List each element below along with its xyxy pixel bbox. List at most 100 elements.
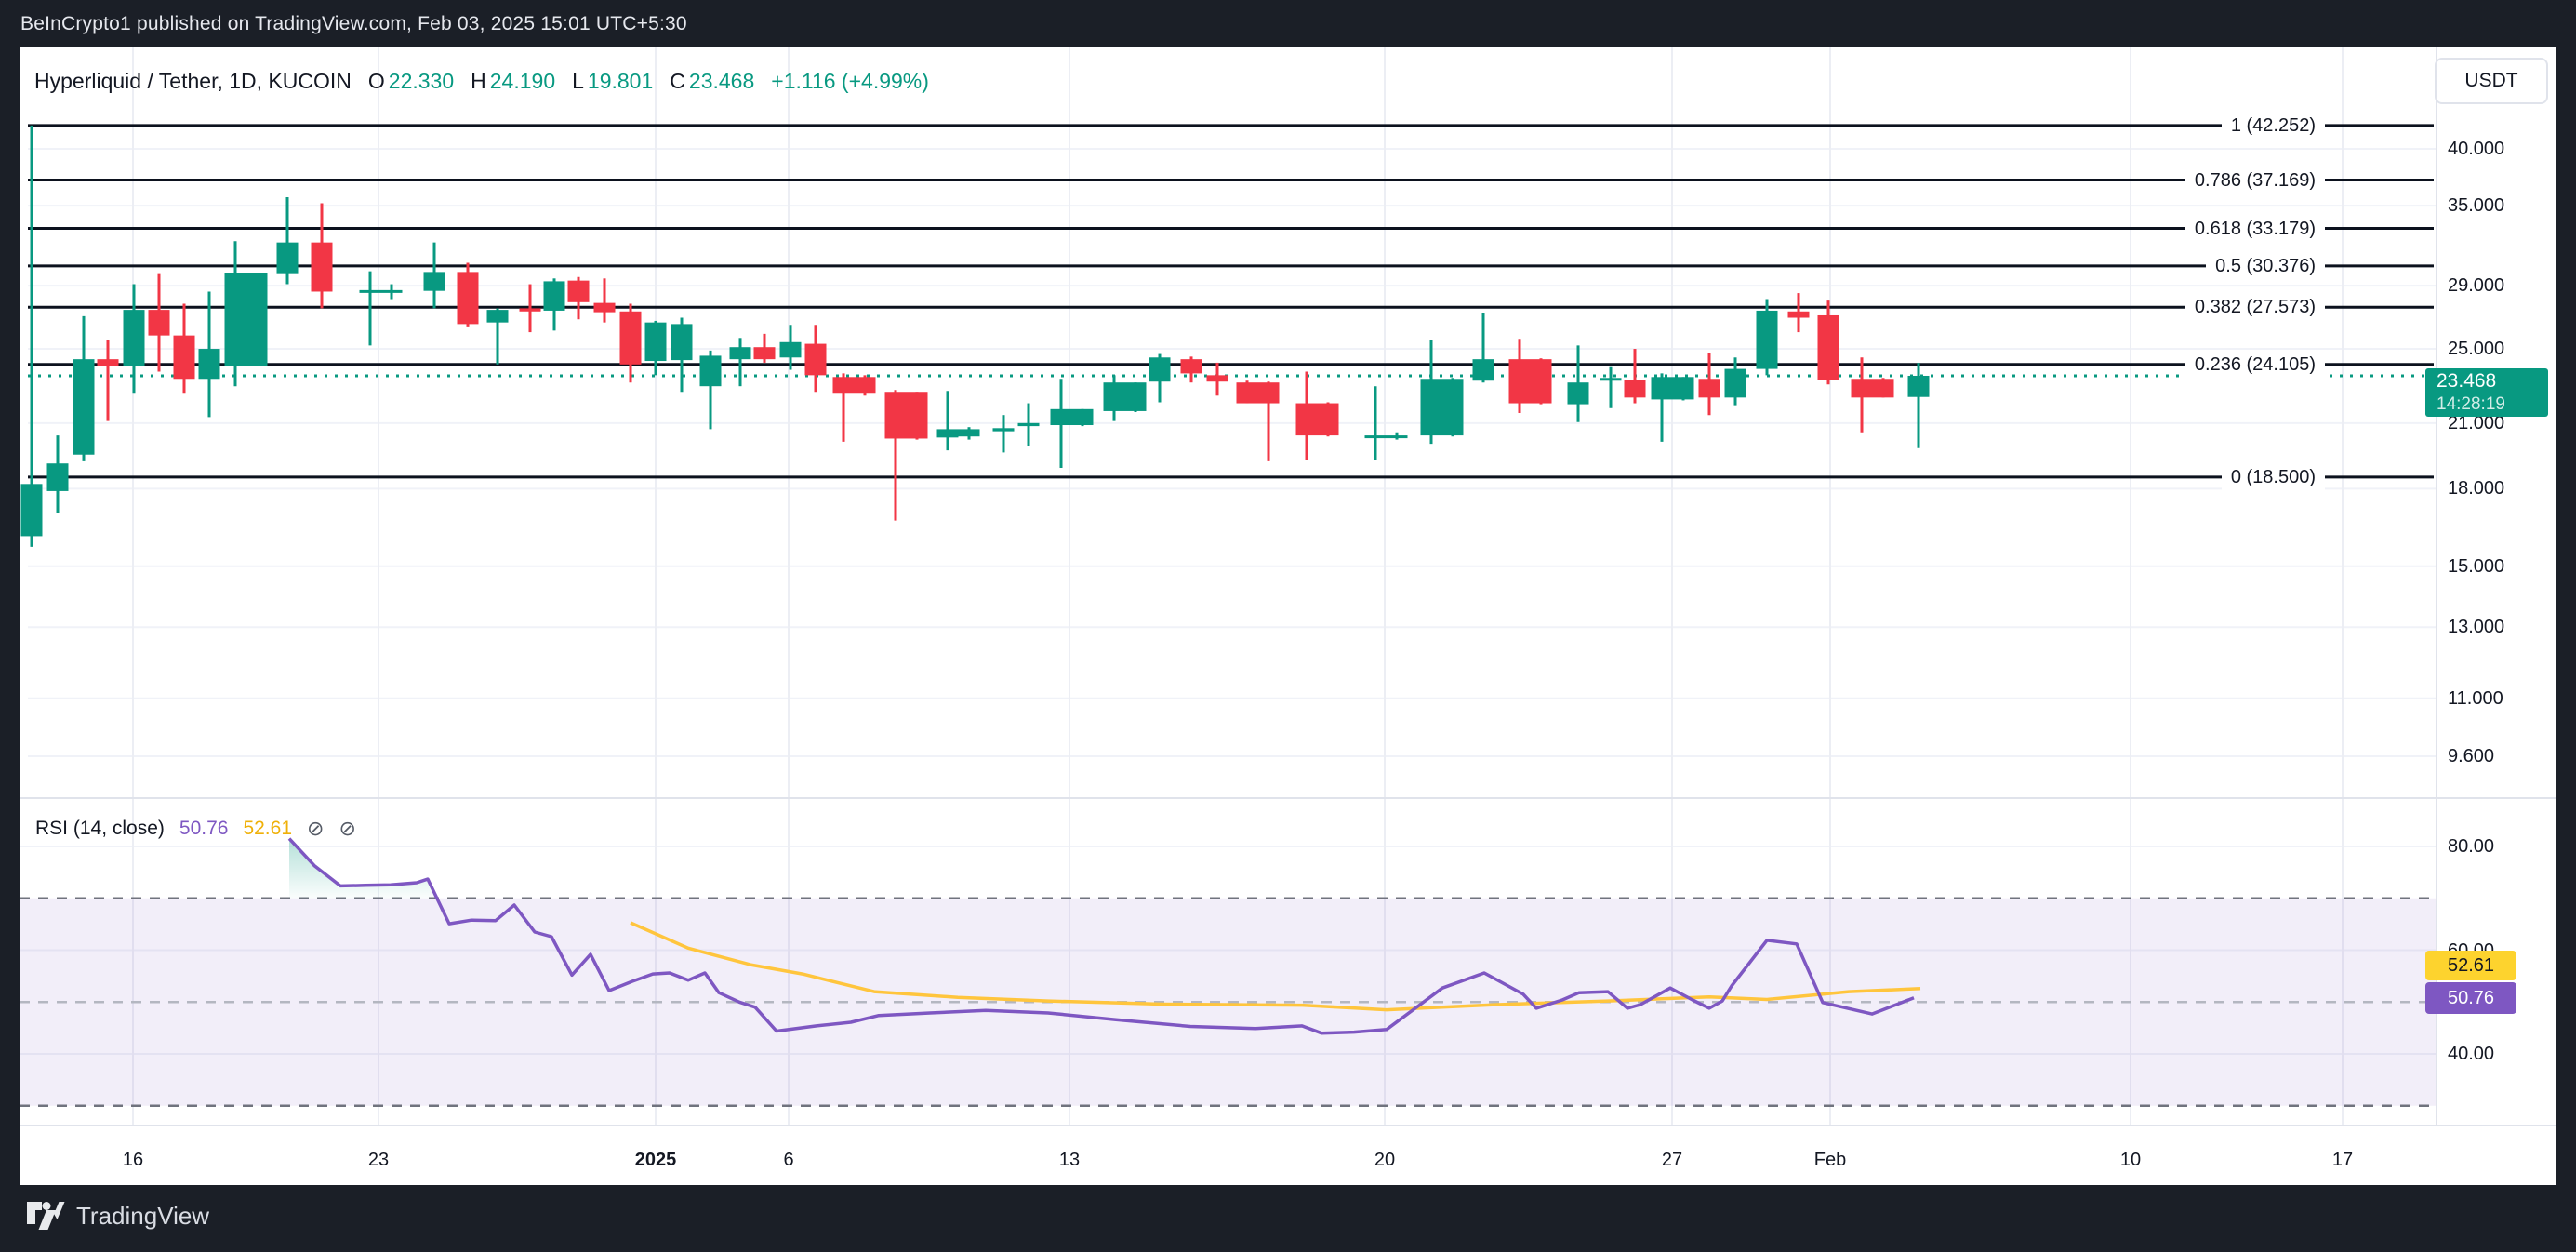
candle-body[interactable] (224, 273, 246, 366)
time-tick[interactable]: 27 (1661, 1150, 1683, 1170)
candle-body[interactable] (198, 349, 220, 380)
hide-icon[interactable]: ⊘ (339, 817, 356, 840)
candle-body[interactable] (854, 377, 876, 394)
candle-body[interactable] (1103, 382, 1125, 411)
candle-body[interactable] (1600, 378, 1622, 381)
price-tick: 11.000 (2448, 687, 2503, 709)
time-tick[interactable]: 23 (367, 1150, 390, 1170)
publish-bar: BeInCrypto1 published on TradingView.com… (20, 0, 687, 47)
fib-label[interactable]: 1 (42.252) (2221, 112, 2325, 139)
candle-body[interactable] (1698, 379, 1720, 398)
fib-label[interactable]: 0.382 (27.573) (2184, 294, 2325, 321)
candle-body[interactable] (1180, 359, 1202, 374)
candle-body[interactable] (936, 429, 959, 438)
tradingview-logo-icon[interactable] (26, 1201, 65, 1231)
candle-body[interactable] (884, 392, 907, 439)
time-tick[interactable]: 16 (122, 1150, 144, 1170)
candle-body[interactable] (1257, 382, 1280, 404)
candle-body[interactable] (832, 377, 855, 394)
candle-body[interactable] (423, 272, 445, 291)
candle-body[interactable] (958, 429, 980, 437)
rsi-line[interactable] (287, 837, 1915, 1035)
candle-body[interactable] (1907, 375, 1930, 397)
hide-icon[interactable]: ⊘ (307, 817, 325, 840)
candle-body[interactable] (486, 310, 509, 323)
candle-body[interactable] (906, 392, 928, 439)
currency-button[interactable]: USDT (2435, 58, 2548, 104)
candle-body[interactable] (1420, 379, 1442, 436)
footer-brand[interactable]: TradingView (76, 1201, 210, 1230)
candle-body[interactable] (359, 289, 381, 293)
candle-body[interactable] (543, 281, 565, 311)
candle-body[interactable] (380, 289, 403, 293)
candle-body[interactable] (1851, 379, 1873, 398)
candle-body[interactable] (1672, 377, 1694, 400)
rsi-value-badge: 50.76 (2425, 982, 2516, 1014)
candle-body[interactable] (567, 280, 590, 302)
ohlc-close: C 23.468 (670, 69, 755, 93)
candle-body[interactable] (1017, 422, 1040, 427)
candle-body[interactable] (804, 343, 827, 376)
candle-body[interactable] (148, 310, 170, 336)
time-tick[interactable]: 13 (1058, 1150, 1081, 1170)
candle-body[interactable] (1787, 311, 1810, 318)
candle-body[interactable] (1149, 357, 1171, 382)
candle-body[interactable] (1567, 382, 1589, 405)
candle-body[interactable] (20, 484, 43, 537)
candle-body[interactable] (1295, 403, 1318, 436)
candle-body[interactable] (1364, 435, 1387, 439)
candle-body[interactable] (73, 359, 95, 455)
candle-body[interactable] (1050, 408, 1072, 426)
candle-body[interactable] (593, 302, 616, 313)
symbol-title[interactable]: Hyperliquid / Tether, 1D, KUCOIN (34, 69, 352, 93)
candle-body[interactable] (1508, 359, 1531, 404)
candle-body[interactable] (1624, 380, 1646, 398)
candle-body[interactable] (1651, 377, 1673, 400)
candle-body[interactable] (753, 347, 776, 360)
candle-body[interactable] (246, 273, 268, 366)
candle-body[interactable] (1724, 368, 1746, 398)
time-tick[interactable]: 6 (783, 1150, 794, 1170)
candle-body[interactable] (671, 324, 693, 361)
candle-body[interactable] (519, 308, 541, 312)
candle-body[interactable] (1236, 382, 1258, 404)
candle-body[interactable] (46, 463, 69, 491)
candle-body[interactable] (173, 335, 195, 380)
candle-body[interactable] (1124, 382, 1147, 411)
time-tick[interactable]: 17 (2331, 1150, 2354, 1170)
candle-body[interactable] (1872, 379, 1894, 398)
candle-body[interactable] (1206, 375, 1228, 382)
candle-body[interactable] (1472, 359, 1494, 381)
time-tick[interactable]: 20 (1374, 1150, 1396, 1170)
time-tick[interactable]: Feb (1813, 1150, 1847, 1170)
candle-body[interactable] (1071, 408, 1094, 426)
fib-label[interactable]: 0 (18.500) (2221, 463, 2325, 490)
candle-body[interactable] (1756, 310, 1778, 369)
rsi-ma-line[interactable] (630, 921, 1921, 1012)
candle-body[interactable] (1817, 314, 1839, 380)
candle-body[interactable] (779, 341, 802, 358)
candle-body[interactable] (699, 355, 722, 387)
candle-body[interactable] (1317, 403, 1339, 436)
time-tick[interactable]: 10 (2119, 1150, 2142, 1170)
candle-body[interactable] (1386, 435, 1408, 439)
candle-body[interactable] (729, 347, 751, 360)
fib-label[interactable]: 0.5 (30.376) (2206, 252, 2325, 279)
price-tick: 35.000 (2448, 195, 2505, 217)
candle-body[interactable] (1441, 379, 1464, 436)
candle-body[interactable] (123, 310, 145, 366)
candle-body[interactable] (97, 359, 119, 366)
rsi-title[interactable]: RSI (14, close) (35, 818, 165, 839)
time-tick[interactable]: 2025 (634, 1150, 677, 1170)
candle-body[interactable] (644, 322, 667, 362)
candle-body[interactable] (992, 428, 1015, 432)
candle-body[interactable] (457, 272, 479, 325)
candle-body[interactable] (619, 311, 642, 365)
candle-body[interactable] (276, 242, 299, 274)
candle-body[interactable] (311, 242, 333, 292)
fib-label[interactable]: 0.236 (24.105) (2184, 351, 2325, 378)
candle-body[interactable] (1530, 359, 1552, 404)
fib-label[interactable]: 0.618 (33.179) (2184, 215, 2325, 242)
fib-label[interactable]: 0.786 (37.169) (2184, 166, 2325, 193)
